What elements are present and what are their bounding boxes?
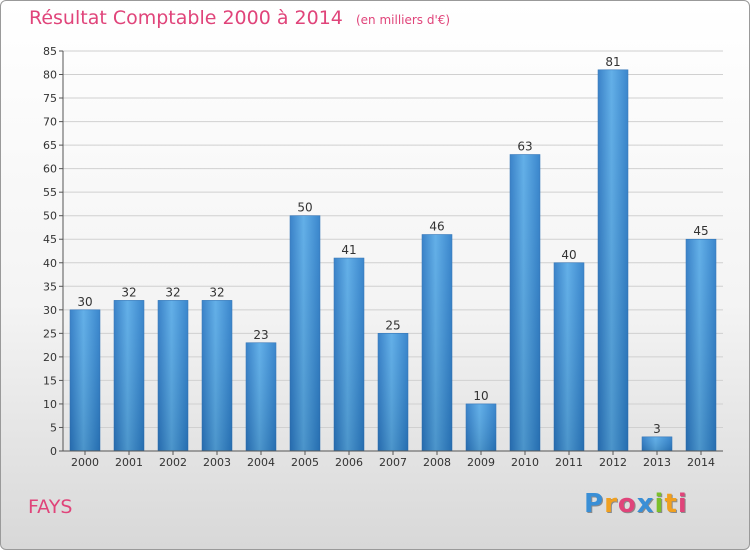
logo-letter: i <box>677 489 688 519</box>
x-tick-label: 2013 <box>643 456 671 469</box>
y-tick-label: 40 <box>43 257 57 270</box>
bar-shade <box>70 309 100 451</box>
bar-shade <box>158 300 188 451</box>
data-label: 46 <box>429 220 444 234</box>
y-tick-label: 25 <box>43 327 57 340</box>
y-tick-label: 75 <box>43 92 57 105</box>
x-tick-label: 2012 <box>599 456 627 469</box>
data-label: 32 <box>165 285 180 299</box>
x-tick-label: 2005 <box>291 456 319 469</box>
bar-shade <box>378 333 408 451</box>
data-label: 25 <box>385 318 400 332</box>
chart-title: Résultat Comptable 2000 à 2014 <box>29 7 343 29</box>
x-tick-label: 2001 <box>115 456 143 469</box>
y-tick-label: 35 <box>43 280 57 293</box>
data-label: 50 <box>297 201 312 215</box>
chart-title-block: Résultat Comptable 2000 à 2014 (en milli… <box>29 7 450 29</box>
y-tick-label: 30 <box>43 304 57 317</box>
data-label: 81 <box>605 55 620 69</box>
x-tick-label: 2004 <box>247 456 275 469</box>
y-tick-label: 80 <box>43 69 57 82</box>
data-label: 45 <box>693 224 708 238</box>
data-label: 3 <box>653 422 661 436</box>
bar-shade <box>466 403 496 451</box>
bar-shade <box>290 215 320 451</box>
x-tick-label: 2011 <box>555 456 583 469</box>
logo-letter: x <box>636 489 655 519</box>
bar-shade <box>554 262 584 451</box>
logo-letter: o <box>617 489 637 519</box>
proxiti-logo: Proxiti <box>584 489 688 519</box>
y-tick-label: 5 <box>50 421 57 434</box>
x-tick-label: 2002 <box>159 456 187 469</box>
bar-shade <box>202 300 232 451</box>
data-label: 41 <box>341 243 356 257</box>
bar-shade <box>686 239 716 451</box>
y-tick-label: 60 <box>43 163 57 176</box>
commune-name: FAYS <box>28 496 73 518</box>
logo-letter: t <box>664 489 678 519</box>
logo-letter: r <box>604 489 618 519</box>
y-tick-label: 55 <box>43 186 57 199</box>
y-tick-label: 0 <box>50 445 57 458</box>
bar-shade <box>598 69 628 451</box>
y-tick-label: 70 <box>43 116 57 129</box>
data-label: 40 <box>561 248 576 262</box>
bar-layer: 30 32 32 32 23 50 41 25 46 10 63 40 81 3 45 <box>69 55 717 452</box>
bar-shade <box>642 436 672 451</box>
y-tick-label: 65 <box>43 139 57 152</box>
x-tick-label: 2003 <box>203 456 231 469</box>
logo-letter: P <box>584 489 605 519</box>
x-tick-label: 2014 <box>687 456 715 469</box>
data-label: 30 <box>77 295 92 309</box>
x-tick-label: 2010 <box>511 456 539 469</box>
bar-shade <box>334 258 364 451</box>
data-label: 63 <box>517 140 532 154</box>
data-label: 32 <box>121 285 136 299</box>
y-tick-label: 15 <box>43 374 57 387</box>
y-tick-label: 10 <box>43 398 57 411</box>
y-tick-label: 85 <box>43 45 57 58</box>
data-label: 23 <box>253 328 268 342</box>
data-label: 10 <box>473 389 488 403</box>
x-tick-label: 2008 <box>423 456 451 469</box>
bar-shade <box>246 342 276 451</box>
x-tick-label: 2009 <box>467 456 495 469</box>
y-tick-label: 50 <box>43 210 57 223</box>
bar-shade <box>510 154 540 451</box>
x-tick-label: 2007 <box>379 456 407 469</box>
x-tick-label: 2006 <box>335 456 363 469</box>
bar-shade <box>114 300 144 451</box>
axis-layer: 0 5 10 15 20 25 30 35 40 45 50 55 60 65 70 75 80 85 2000 20… <box>43 45 723 469</box>
data-label: 32 <box>209 285 224 299</box>
logo-letter: i <box>654 489 665 519</box>
y-tick-label: 20 <box>43 351 57 364</box>
x-tick-label: 2000 <box>71 456 99 469</box>
bar-shade <box>422 234 452 451</box>
y-tick-label: 45 <box>43 233 57 246</box>
chart-subtitle: (en milliers d'€) <box>355 13 451 27</box>
